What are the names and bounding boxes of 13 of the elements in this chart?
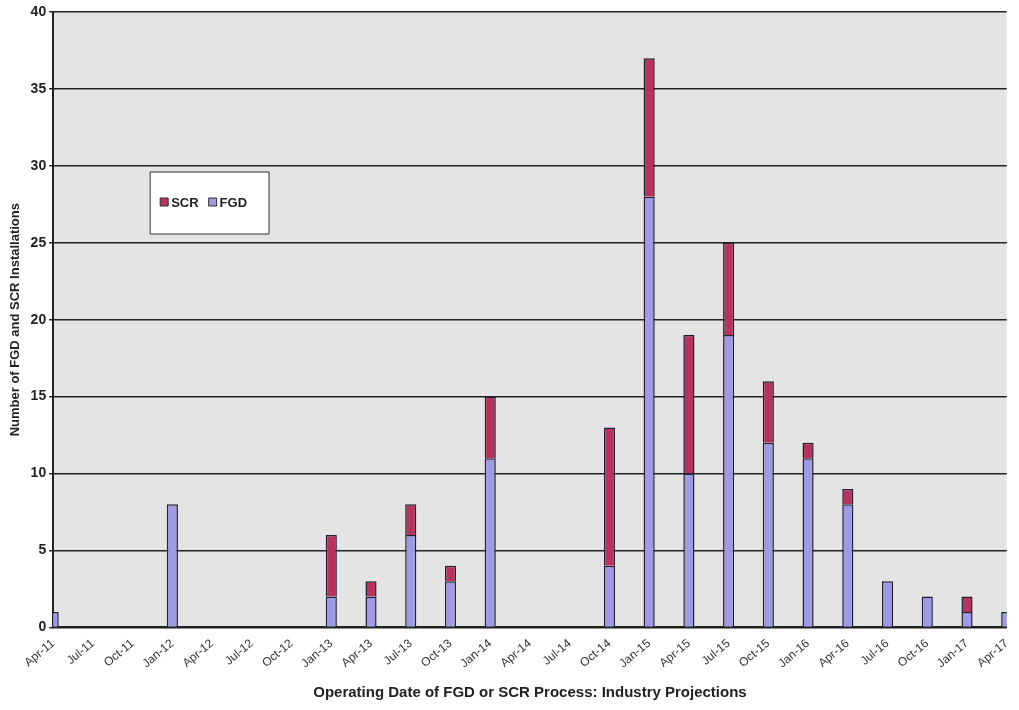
y-tick-label: 40: [30, 2, 47, 19]
y-tick-label: 5: [38, 541, 47, 558]
y-tick-label: 35: [30, 79, 47, 96]
y-tick-label: 30: [30, 156, 47, 173]
y-tick-label: 20: [30, 310, 47, 327]
x-axis-title: Operating Date of FGD or SCR Process: Industry Projections: [313, 683, 747, 701]
y-tick-label: 15: [30, 387, 47, 404]
legend-label: SCR: [171, 194, 200, 210]
y-axis-title: Number of FGD and SCR Installations: [7, 203, 23, 437]
y-tick-label: 10: [30, 464, 47, 481]
y-tick-label: 0: [38, 618, 47, 635]
y-tick-label: 25: [30, 233, 47, 250]
legend-label: FGD: [219, 194, 248, 210]
